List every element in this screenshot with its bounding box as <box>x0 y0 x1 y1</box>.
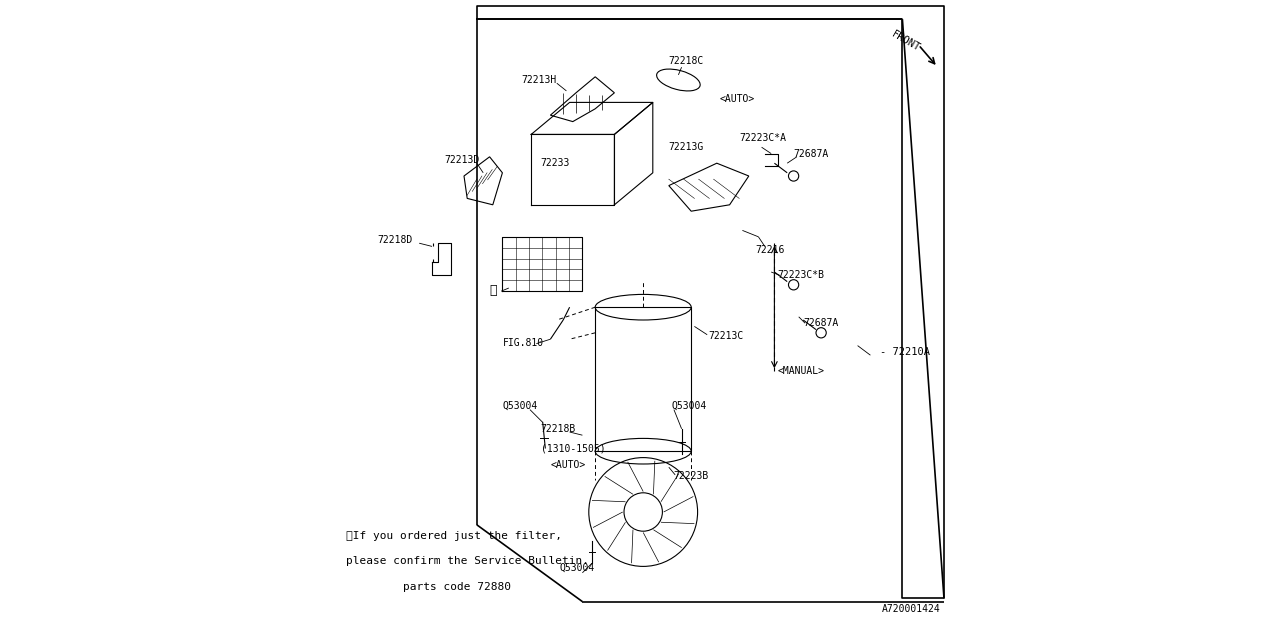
Text: 72218B: 72218B <box>540 424 576 434</box>
Text: ※: ※ <box>490 284 497 298</box>
Text: 72687A: 72687A <box>794 149 829 159</box>
Text: 72213C: 72213C <box>709 332 744 341</box>
Text: Q53004: Q53004 <box>672 401 708 410</box>
Text: 72213H: 72213H <box>522 76 557 85</box>
Text: 72233: 72233 <box>540 159 570 168</box>
Text: <AUTO>: <AUTO> <box>550 461 586 470</box>
Text: 72223C*A: 72223C*A <box>740 133 786 143</box>
Text: 72216: 72216 <box>755 245 785 255</box>
Text: Q53004: Q53004 <box>561 563 595 573</box>
Text: <AUTO>: <AUTO> <box>719 95 755 104</box>
Text: 72687A: 72687A <box>804 319 838 328</box>
Text: ※If you ordered just the filter,: ※If you ordered just the filter, <box>346 531 562 541</box>
Text: 72213D: 72213D <box>445 156 480 165</box>
Text: please confirm the Service Bulletin.: please confirm the Service Bulletin. <box>346 556 589 566</box>
Text: FIG.810: FIG.810 <box>502 338 544 348</box>
Text: parts code 72880: parts code 72880 <box>403 582 511 592</box>
Text: <MANUAL>: <MANUAL> <box>777 366 824 376</box>
Text: 72223B: 72223B <box>673 471 709 481</box>
Text: 72218D: 72218D <box>378 236 413 245</box>
Text: A720001424: A720001424 <box>882 604 941 614</box>
Text: FRONT: FRONT <box>890 29 922 54</box>
Text: 72213G: 72213G <box>668 143 704 152</box>
Text: (1310-1505): (1310-1505) <box>540 444 605 453</box>
Text: Q53004: Q53004 <box>502 401 538 410</box>
Text: - 72210A: - 72210A <box>881 347 931 357</box>
Text: 72223C*B: 72223C*B <box>777 271 824 280</box>
Text: 72218C: 72218C <box>668 56 704 66</box>
